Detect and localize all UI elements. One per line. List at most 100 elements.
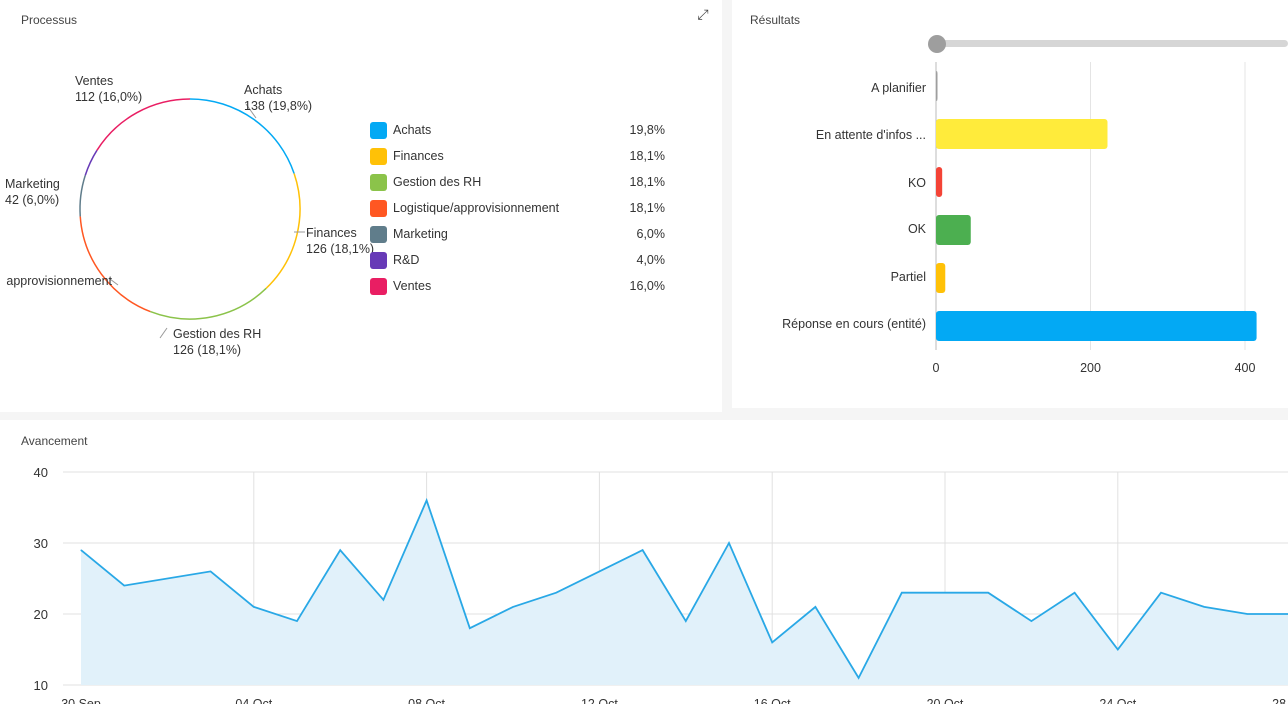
pie-leader-line-0: [245, 103, 257, 119]
legend-pct: 18,1%: [629, 175, 665, 189]
range-slider-track[interactable]: [940, 40, 1288, 47]
legend-name: Marketing: [393, 227, 448, 241]
legend-swatch: [370, 122, 387, 139]
pie-label-finances-name: Finances: [306, 226, 357, 240]
pie-slice-3[interactable]: [79, 216, 151, 313]
legend-swatch: [370, 200, 387, 217]
pie-slice-5[interactable]: [84, 149, 98, 176]
legend-swatch: [370, 148, 387, 165]
line-point-7[interactable]: [426, 499, 428, 501]
line-point-17[interactable]: [858, 677, 860, 679]
line-point-13[interactable]: [685, 620, 687, 622]
line-point-11[interactable]: [598, 570, 600, 572]
area-fill: [81, 500, 1288, 685]
line-point-24[interactable]: [1160, 592, 1162, 594]
processus-title: Processus: [21, 13, 78, 27]
line-xtick-6: 24 Oct: [1099, 697, 1136, 704]
line-point-0[interactable]: [80, 549, 82, 551]
legend-item-achats[interactable]: Achats 19,8%: [370, 122, 670, 140]
pie-label-rh-value: 126 (18,1%): [173, 343, 242, 357]
line-xtick-7: 28 Oct: [1272, 697, 1288, 704]
legend-name: R&D: [393, 253, 420, 267]
legend-name: Ventes: [393, 279, 432, 293]
line-point-21[interactable]: [1030, 620, 1032, 622]
pie-slice-4[interactable]: [79, 175, 86, 217]
legend-pct: 19,8%: [629, 123, 665, 137]
line-point-9[interactable]: [512, 606, 514, 608]
line-point-19[interactable]: [944, 592, 946, 594]
line-ytick-20: 20: [34, 607, 48, 622]
legend-swatch: [370, 252, 387, 269]
line-point-12[interactable]: [642, 549, 644, 551]
processus-panel: Processus ⤢ Ventes 112 (16,0%) Achats 13…: [0, 0, 722, 412]
legend-swatch: [370, 278, 387, 295]
pie-slice-2[interactable]: [150, 287, 267, 320]
line-point-16[interactable]: [814, 606, 816, 608]
resultats-panel: Résultats: [732, 0, 1288, 408]
line-xtick-2: 08 Oct: [408, 697, 445, 704]
line-point-5[interactable]: [339, 549, 341, 551]
line-ytick-40: 40: [34, 465, 48, 480]
bar-cat-a-planifier: A planifier: [871, 81, 926, 95]
legend-pct: 4,0%: [636, 253, 666, 267]
line-point-10[interactable]: [555, 592, 557, 594]
expand-icon[interactable]: ⤢: [697, 6, 709, 22]
line-point-1[interactable]: [123, 585, 125, 587]
line-point-25[interactable]: [1203, 606, 1205, 608]
line-point-26[interactable]: [1246, 613, 1248, 615]
pie-slice-1[interactable]: [265, 173, 301, 289]
line-point-4[interactable]: [296, 620, 298, 622]
line-point-20[interactable]: [987, 592, 989, 594]
legend-name: Achats: [393, 123, 432, 137]
line-xtick-5: 20 Oct: [927, 697, 964, 704]
line-xtick-0: 30 Sep: [61, 697, 101, 704]
line-xtick-1: 04 Oct: [235, 697, 272, 704]
pie-label-ventes-value: 112 (16,0%): [75, 90, 143, 104]
line-ytick-30: 30: [34, 536, 48, 551]
pie-leader-line-2: [159, 327, 168, 339]
legend-pct: 18,1%: [629, 149, 665, 163]
legend-swatch: [370, 174, 387, 191]
legend-item-rd[interactable]: R&D 4,0%: [370, 252, 670, 270]
legend-item-finances[interactable]: Finances 18,1%: [370, 148, 670, 166]
pie-label-achats-name: Achats: [244, 83, 283, 97]
line-point-3[interactable]: [253, 606, 255, 608]
legend-pct: 18,1%: [629, 201, 665, 215]
legend-item-marketing[interactable]: Marketing 6,0%: [370, 226, 670, 244]
pie-label-achats-value: 138 (19,8%): [244, 99, 313, 113]
pie-leader-line-3: [109, 278, 119, 286]
avancement-title: Avancement: [21, 434, 88, 448]
pie-slice-6[interactable]: [96, 98, 191, 151]
pie-label-logistique: approvisionnement: [6, 274, 112, 288]
legend-pct: 16,0%: [629, 279, 665, 293]
range-slider-thumb[interactable]: [928, 35, 946, 53]
bar-cat-reponse: Réponse en cours (entité): [782, 317, 926, 331]
legend-swatch: [370, 226, 387, 243]
line-point-18[interactable]: [901, 592, 903, 594]
line-ytick-10: 10: [34, 678, 48, 693]
line-point-22[interactable]: [1074, 592, 1076, 594]
legend-item-logistique[interactable]: Logistique/approvisionnement 18,1%: [370, 200, 670, 218]
pie-label-marketing-value: 42 (6,0%): [5, 193, 60, 207]
line-point-2[interactable]: [210, 570, 212, 572]
legend-name: Finances: [393, 149, 444, 163]
line-point-8[interactable]: [469, 627, 471, 629]
legend-item-ventes[interactable]: Ventes 16,0%: [370, 278, 670, 296]
line-xtick-4: 16 Oct: [754, 697, 791, 704]
legend-name: Logistique/approvisionnement: [393, 201, 560, 215]
line-point-15[interactable]: [771, 641, 773, 643]
pie-label-rh-name: Gestion des RH: [173, 327, 262, 341]
resultats-title: Résultats: [750, 13, 801, 27]
bar-cat-partiel: Partiel: [890, 270, 926, 284]
legend-item-rh[interactable]: Gestion des RH 18,1%: [370, 174, 670, 192]
line-point-23[interactable]: [1117, 649, 1119, 650]
legend-pct: 6,0%: [636, 227, 666, 241]
pie-label-marketing-name: Marketing: [5, 177, 60, 191]
pie-chart: [79, 98, 305, 339]
line-point-14[interactable]: [728, 542, 730, 544]
bar-cat-ko: KO: [907, 176, 926, 190]
line-point-6[interactable]: [382, 599, 384, 601]
pie-slice-0[interactable]: [189, 98, 295, 174]
bar-cat-ok: OK: [907, 222, 926, 236]
line-chart: 10 20 30 40 30 Sep 04 Oct 08 Oct 12 Oct 16 Oct 20…: [34, 465, 1288, 704]
